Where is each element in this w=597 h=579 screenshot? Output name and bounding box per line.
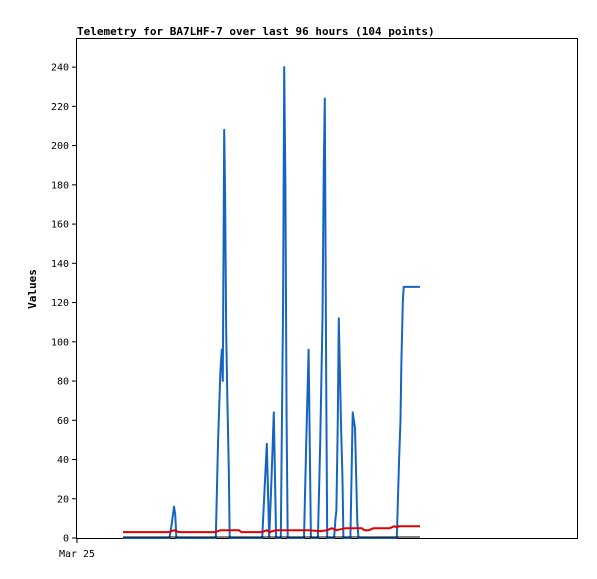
y-axis-label: Values — [26, 269, 39, 309]
y-tick-label: 200 — [51, 141, 69, 152]
x-tick-label: Mar 25 — [59, 549, 95, 560]
y-tick-label: 0 — [63, 534, 69, 545]
y-axis-ticks: 0 20 40 60 80 100 120 140 160 180 200 220 240 — [51, 63, 77, 545]
x-axis-ticks: Mar 25 — [59, 538, 95, 560]
y-tick-label: 40 — [57, 455, 69, 466]
series-layer — [123, 66, 420, 539]
series-line-1 — [123, 525, 420, 534]
y-tick-label: 60 — [57, 416, 69, 427]
y-tick-label: 180 — [51, 180, 69, 191]
series-line-0 — [123, 66, 420, 539]
y-tick-label: 140 — [51, 259, 69, 270]
y-tick-label: 20 — [57, 494, 69, 505]
y-tick-label: 220 — [51, 102, 69, 113]
y-tick-label: 80 — [57, 377, 69, 388]
chart-title: Telemetry for BA7LHF-7 over last 96 hour… — [77, 25, 435, 38]
y-tick-label: 120 — [51, 298, 69, 309]
y-tick-label: 100 — [51, 337, 69, 348]
y-tick-label: 240 — [51, 63, 69, 74]
y-tick-label: 160 — [51, 220, 69, 231]
